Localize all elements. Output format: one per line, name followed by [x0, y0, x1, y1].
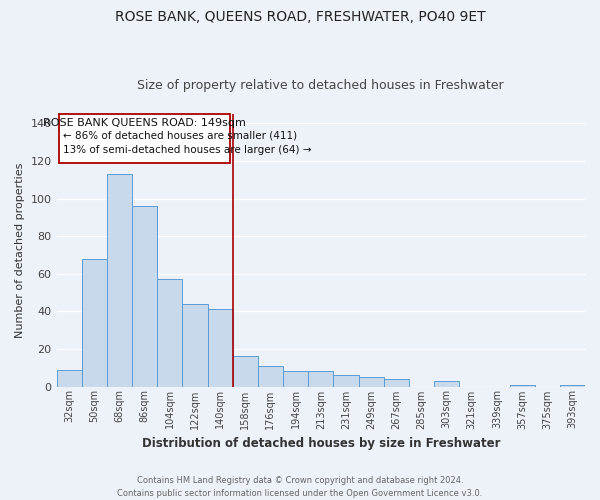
Bar [157, 280, 182, 386]
X-axis label: Distribution of detached houses by size in Freshwater: Distribution of detached houses by size … [142, 437, 500, 450]
Bar [334, 375, 359, 386]
Bar [434, 381, 459, 386]
Bar [383, 379, 409, 386]
Bar [283, 372, 308, 386]
Text: Contains HM Land Registry data © Crown copyright and database right 2024.
Contai: Contains HM Land Registry data © Crown c… [118, 476, 482, 498]
Bar [132, 206, 157, 386]
Bar [509, 384, 535, 386]
Bar [308, 372, 334, 386]
Y-axis label: Number of detached properties: Number of detached properties [15, 162, 25, 338]
Bar [182, 304, 208, 386]
Bar [208, 310, 233, 386]
Bar [233, 356, 258, 386]
Text: 13% of semi-detached houses are larger (64) →: 13% of semi-detached houses are larger (… [63, 144, 311, 154]
Bar [560, 384, 585, 386]
Bar [82, 258, 107, 386]
Title: Size of property relative to detached houses in Freshwater: Size of property relative to detached ho… [137, 79, 504, 92]
Bar [258, 366, 283, 386]
Text: ROSE BANK QUEENS ROAD: 149sqm: ROSE BANK QUEENS ROAD: 149sqm [43, 118, 246, 128]
Bar [56, 370, 82, 386]
Bar [107, 174, 132, 386]
Text: ROSE BANK, QUEENS ROAD, FRESHWATER, PO40 9ET: ROSE BANK, QUEENS ROAD, FRESHWATER, PO40… [115, 10, 485, 24]
Bar [359, 377, 383, 386]
FancyBboxPatch shape [59, 114, 230, 163]
Text: ← 86% of detached houses are smaller (411): ← 86% of detached houses are smaller (41… [63, 130, 297, 140]
